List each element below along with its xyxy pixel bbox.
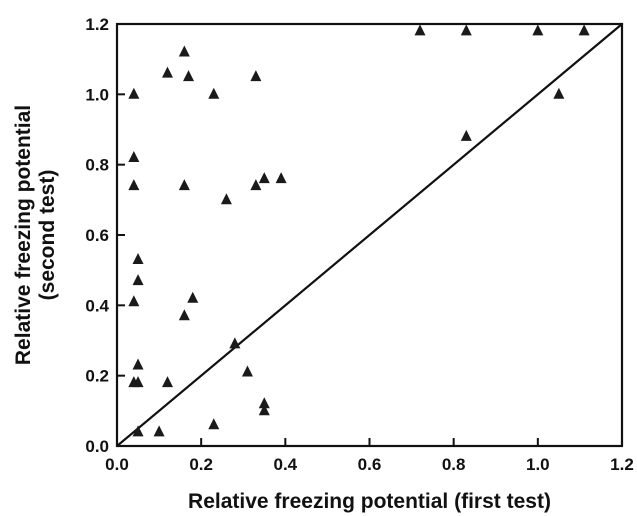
data-point [183, 70, 195, 82]
data-point [250, 70, 262, 82]
data-point [128, 151, 140, 163]
x-tick-label: 0.0 [105, 455, 129, 474]
data-point [258, 404, 270, 416]
y-axis-title-line1: Relative freezing potential [12, 105, 35, 365]
x-tick-label: 0.8 [442, 455, 466, 474]
data-point [162, 66, 173, 78]
data-point [162, 376, 173, 388]
data-point [275, 172, 287, 184]
data-point [532, 24, 544, 36]
x-tick-label: 0.2 [189, 455, 213, 474]
data-point [132, 376, 144, 388]
y-tick-label: 0.8 [85, 156, 109, 175]
x-axis-title: Relative freezing potential (first test) [188, 490, 551, 513]
x-tick-label: 1.0 [526, 455, 550, 474]
data-point [578, 24, 590, 36]
data-point [178, 179, 190, 191]
y-tick-label: 1.0 [85, 85, 109, 104]
data-point [128, 87, 140, 99]
data-point [220, 193, 232, 205]
x-axis: 0.0 0.2 0.4 0.6 0.8 1.0 1.2 [105, 438, 634, 474]
y-tick-label: 0.0 [85, 437, 109, 456]
data-point [250, 179, 262, 191]
data-point [132, 358, 144, 370]
data-point [153, 425, 165, 437]
data-point [132, 274, 144, 286]
x-tick-label: 0.4 [274, 455, 298, 474]
data-point [178, 45, 190, 57]
data-point [258, 397, 270, 409]
data-point [414, 24, 426, 36]
data-points [128, 24, 590, 437]
x-tick-label: 1.2 [610, 455, 634, 474]
data-point [132, 253, 144, 265]
data-point [553, 87, 565, 99]
y-axis-title-line2: (second test) [36, 170, 59, 301]
data-point [241, 365, 253, 377]
data-point [128, 179, 140, 191]
x-tick-label: 0.6 [358, 455, 382, 474]
data-point [208, 418, 220, 430]
data-point [258, 172, 270, 184]
y-tick-label: 0.2 [85, 367, 109, 386]
data-point [178, 309, 190, 321]
plot-area [115, 22, 624, 448]
data-point [187, 291, 199, 303]
y-axis-title: Relative freezing potential (second test… [12, 105, 59, 365]
y-tick-label: 0.6 [85, 226, 109, 245]
data-point [460, 129, 472, 141]
data-point [460, 24, 472, 36]
data-point [128, 295, 140, 307]
data-point [208, 87, 220, 99]
data-point [132, 425, 144, 437]
y-tick-label: 1.2 [85, 15, 109, 34]
data-point [229, 337, 241, 349]
y-axis: 0.0 0.2 0.4 0.6 0.8 1.0 1.2 [85, 15, 125, 456]
y-tick-label: 0.4 [85, 296, 109, 315]
identity-reference-line [116, 23, 623, 447]
